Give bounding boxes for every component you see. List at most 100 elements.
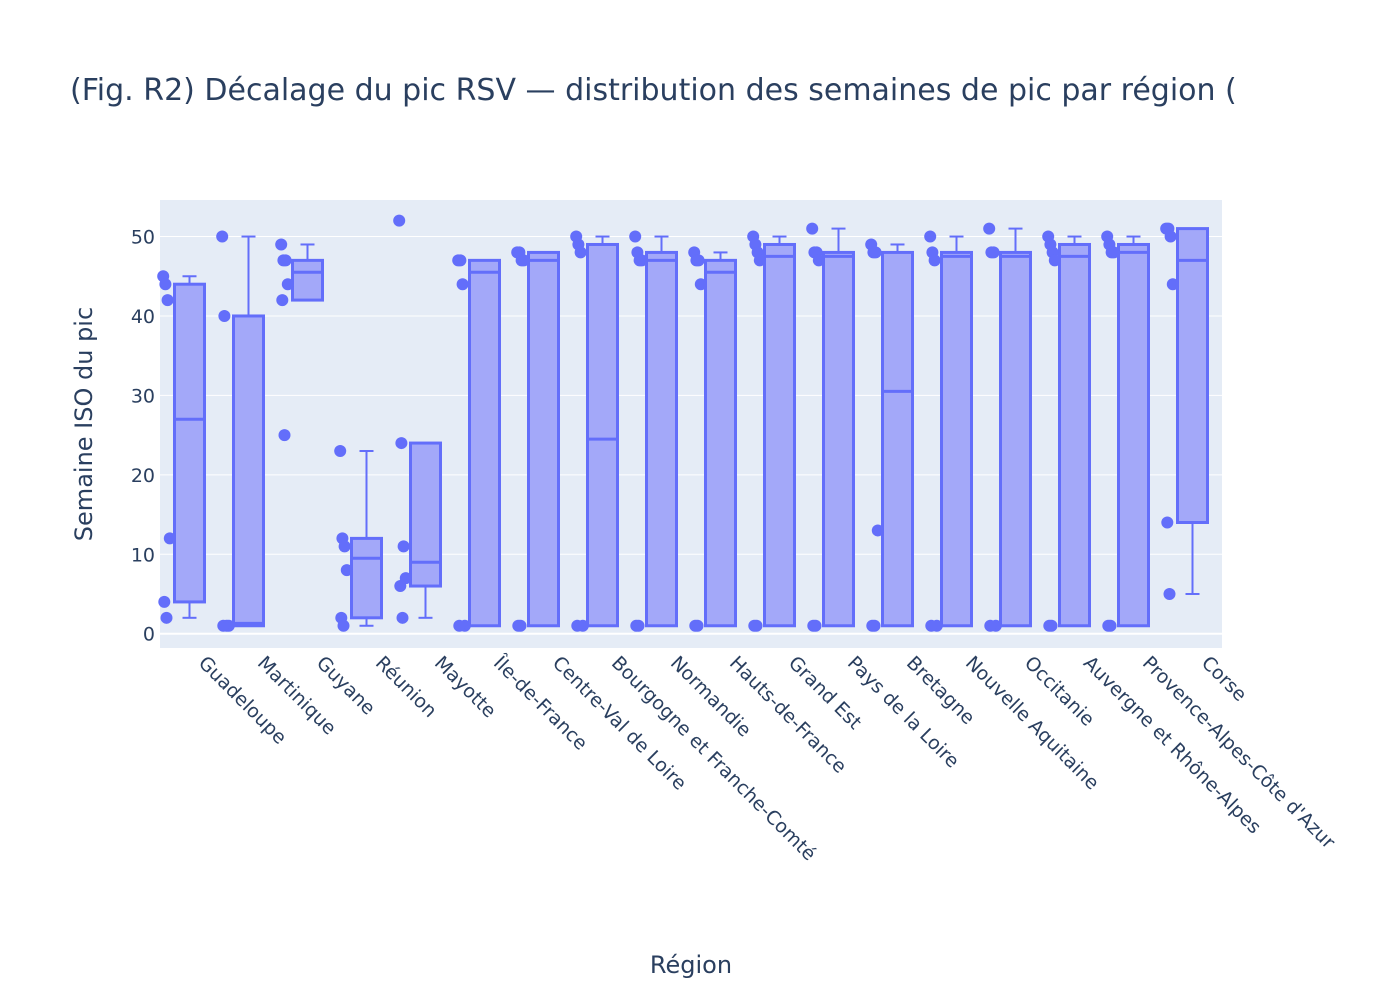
y-tick-label: 20 [131,465,155,487]
data-point [694,278,707,291]
y-axis-title: Semaine ISO du pic [70,307,98,541]
data-point [517,254,530,267]
box-group [806,222,855,632]
data-point [1104,619,1117,632]
data-point [924,230,937,243]
data-point [925,619,938,632]
data-point [871,524,884,537]
box-group [157,270,206,624]
data-point [984,619,997,632]
box-group [688,246,737,632]
box-iqr [586,242,619,628]
box-group [216,230,265,632]
data-point [812,254,825,267]
data-point [395,437,408,450]
data-point [691,619,704,632]
data-point [869,246,882,259]
data-point [340,564,353,577]
data-point [928,254,941,267]
box-iqr [645,250,678,628]
box-group [747,230,796,632]
data-point [158,595,171,608]
data-point [514,619,527,632]
data-point [456,278,469,291]
y-tick-label: 0 [143,624,155,646]
data-point [281,278,294,291]
data-point [629,230,642,243]
box-iqr [763,242,796,628]
y-tick-label: 30 [131,385,155,407]
data-point [1161,516,1174,529]
box-iqr [468,258,501,628]
box-iqr [940,250,973,628]
box-group [393,214,442,624]
y-tick-label: 50 [131,227,155,249]
box-group [511,246,560,632]
data-point [571,619,584,632]
x-tick-label: Corse [1197,652,1251,706]
box-iqr [822,250,855,628]
x-tick-label: Réunion [371,652,441,722]
box-iqr [527,250,560,628]
box-iqr [409,441,442,588]
chart-title: (Fig. R2) Décalage du pic RSV — distribu… [70,73,1237,108]
data-point [160,611,173,624]
box-group [629,230,678,632]
data-point [809,619,822,632]
data-point [278,429,291,442]
data-point [983,222,996,235]
box-group [334,445,383,632]
data-point [1107,246,1120,259]
data-point [216,230,229,243]
box-iqr [1176,227,1209,524]
data-point [217,619,230,632]
data-point [1048,254,1061,267]
data-point [750,619,763,632]
data-point [397,540,410,553]
box-group [865,238,914,632]
y-tick-label: 10 [131,544,155,566]
data-point [394,580,407,593]
box-group [570,230,619,632]
data-point [337,619,350,632]
plot-area [160,200,1222,648]
data-point [574,246,587,259]
data-point [454,254,467,267]
data-point [1166,278,1179,291]
box-group [1160,222,1209,600]
box-group [452,254,501,632]
x-axis-title: Région [650,951,732,979]
data-point [396,611,409,624]
data-point [276,294,289,307]
data-point [275,238,288,251]
x-tick-label: Mayotte [430,652,500,722]
data-point [1164,230,1177,243]
box-series [157,214,1209,632]
data-point [161,294,174,307]
data-point [632,619,645,632]
box-group [275,238,324,442]
data-point [159,278,172,291]
data-point [1045,619,1058,632]
data-point [393,214,406,227]
box-iqr [232,314,265,628]
data-point [334,445,347,458]
y-tick-label: 40 [131,306,155,328]
box-iqr [704,258,737,628]
data-point [453,619,466,632]
box-iqr [881,250,914,628]
data-point [806,222,819,235]
data-point [279,254,292,267]
box-iqr [173,282,206,604]
data-point [635,254,648,267]
box-iqr [291,258,324,302]
data-point [987,246,1000,259]
box-iqr [350,536,383,620]
box-group [983,222,1032,632]
box-group [924,230,973,632]
box-group [1042,230,1091,632]
box-iqr [999,250,1032,628]
y-axis-ticks: 0 10 20 30 40 50 [131,227,155,646]
box-iqr [1117,242,1150,628]
